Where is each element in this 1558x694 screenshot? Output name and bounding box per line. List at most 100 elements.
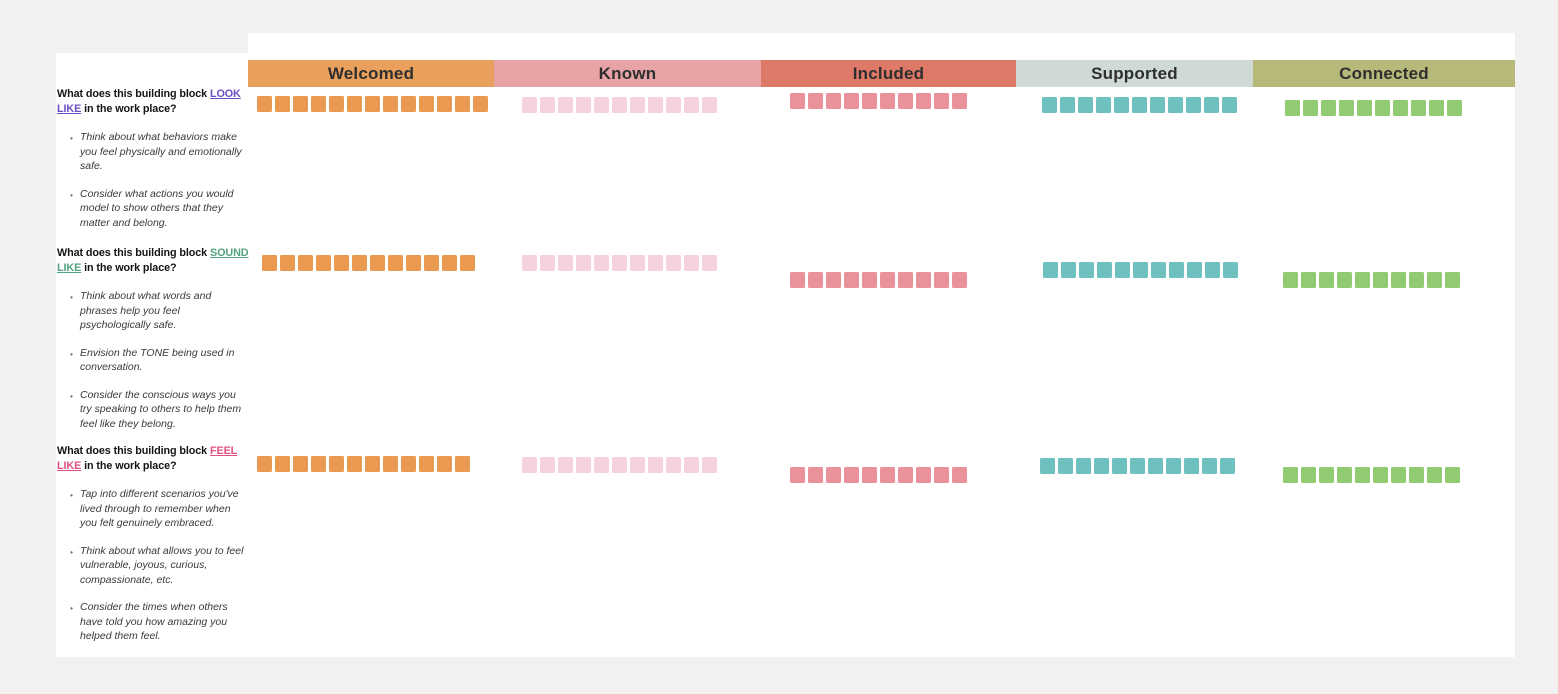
sticky-note[interactable] [702,457,717,473]
sticky-note[interactable] [1411,100,1426,116]
sticky-note[interactable] [666,255,681,271]
sticky-note[interactable] [522,97,537,113]
sticky-note[interactable] [1373,272,1388,288]
sticky-note[interactable] [808,467,823,483]
question-highlight-link[interactable]: SOUND LIKE [57,247,249,274]
sticky-note[interactable] [1222,97,1237,113]
question-highlight-link[interactable]: LOOK LIKE [57,88,241,115]
sticky-note[interactable] [329,96,344,112]
sticky-note[interactable] [648,457,663,473]
sticky-note[interactable] [558,255,573,271]
sticky-note[interactable] [826,93,841,109]
sticky-note[interactable] [952,93,967,109]
sticky-note[interactable] [648,97,663,113]
sticky-note[interactable] [257,96,272,112]
sticky-note[interactable] [576,97,591,113]
sticky-note[interactable] [916,467,931,483]
column-header-included[interactable]: Included [761,60,1016,87]
sticky-note[interactable] [1202,458,1217,474]
sticky-note[interactable] [1150,97,1165,113]
sticky-note[interactable] [1097,262,1112,278]
sticky-note[interactable] [540,457,555,473]
sticky-note[interactable] [684,457,699,473]
sticky-note[interactable] [612,255,627,271]
sticky-note[interactable] [1205,262,1220,278]
sticky-note[interactable] [612,97,627,113]
sticky-note[interactable] [370,255,385,271]
sticky-note[interactable] [1060,97,1075,113]
sticky-note[interactable] [401,456,416,472]
sticky-note[interactable] [702,97,717,113]
sticky-note[interactable] [1148,458,1163,474]
sticky-note[interactable] [347,96,362,112]
sticky-note[interactable] [1427,467,1442,483]
sticky-note[interactable] [1427,272,1442,288]
sticky-note[interactable] [1301,467,1316,483]
sticky-note[interactable] [1355,272,1370,288]
sticky-note[interactable] [808,93,823,109]
sticky-note[interactable] [1204,97,1219,113]
sticky-note[interactable] [1391,467,1406,483]
sticky-note[interactable] [329,456,344,472]
sticky-note[interactable] [401,96,416,112]
sticky-note[interactable] [522,457,537,473]
sticky-note[interactable] [316,255,331,271]
sticky-note[interactable] [576,457,591,473]
sticky-note[interactable] [862,272,877,288]
sticky-note[interactable] [298,255,313,271]
sticky-note[interactable] [419,96,434,112]
sticky-note[interactable] [1133,262,1148,278]
sticky-note[interactable] [1076,458,1091,474]
sticky-note[interactable] [1337,467,1352,483]
sticky-note[interactable] [1391,272,1406,288]
sticky-note[interactable] [826,467,841,483]
sticky-note[interactable] [1445,467,1460,483]
sticky-note[interactable] [630,457,645,473]
sticky-note[interactable] [275,96,290,112]
sticky-note[interactable] [684,97,699,113]
sticky-note[interactable] [630,97,645,113]
sticky-note[interactable] [576,255,591,271]
sticky-note[interactable] [1429,100,1444,116]
sticky-note[interactable] [808,272,823,288]
sticky-note[interactable] [1375,100,1390,116]
sticky-note[interactable] [280,255,295,271]
sticky-note[interactable] [1303,100,1318,116]
sticky-note[interactable] [558,97,573,113]
sticky-note[interactable] [594,457,609,473]
sticky-note[interactable] [880,467,895,483]
sticky-note[interactable] [383,96,398,112]
sticky-note[interactable] [437,96,452,112]
sticky-note[interactable] [1409,467,1424,483]
sticky-note[interactable] [1319,272,1334,288]
sticky-note[interactable] [934,272,949,288]
sticky-note[interactable] [1355,467,1370,483]
sticky-note[interactable] [293,96,308,112]
question-highlight-link[interactable]: FEEL LIKE [57,445,238,472]
sticky-note[interactable] [594,255,609,271]
sticky-note[interactable] [460,255,475,271]
sticky-note[interactable] [952,272,967,288]
sticky-note[interactable] [594,97,609,113]
sticky-note[interactable] [880,93,895,109]
sticky-note[interactable] [1301,272,1316,288]
sticky-note[interactable] [1115,262,1130,278]
sticky-note[interactable] [1223,262,1238,278]
sticky-note[interactable] [455,96,470,112]
sticky-note[interactable] [1166,458,1181,474]
sticky-note[interactable] [311,456,326,472]
sticky-note[interactable] [424,255,439,271]
sticky-note[interactable] [934,467,949,483]
sticky-note[interactable] [790,272,805,288]
sticky-note[interactable] [1114,97,1129,113]
sticky-note[interactable] [1042,97,1057,113]
sticky-note[interactable] [1357,100,1372,116]
sticky-note[interactable] [1058,458,1073,474]
column-header-connected[interactable]: Connected [1253,60,1515,87]
sticky-note[interactable] [1447,100,1462,116]
sticky-note[interactable] [790,93,805,109]
sticky-note[interactable] [630,255,645,271]
sticky-note[interactable] [1220,458,1235,474]
sticky-note[interactable] [916,93,931,109]
sticky-note[interactable] [952,467,967,483]
